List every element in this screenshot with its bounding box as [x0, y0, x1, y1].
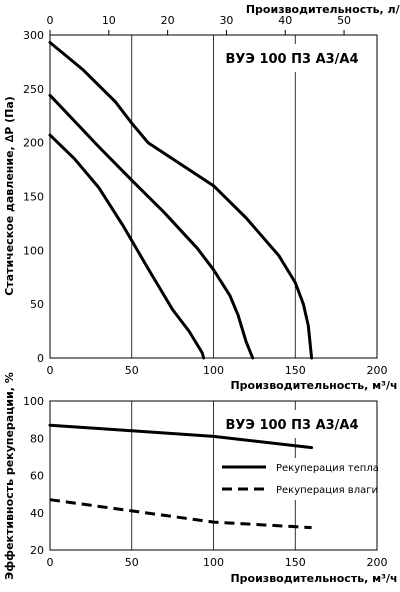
- bottom-series-line-1: [48, 423, 314, 450]
- bottom-y-axis-title: Эффективность рекуперации, %: [3, 372, 16, 580]
- top-y-tick-label: 100: [23, 244, 44, 257]
- bottom-x-tick-label: 200: [367, 556, 388, 569]
- bottom-series-line-2: [49, 498, 312, 530]
- bottom-y-tick-label: 60: [30, 470, 44, 483]
- top-x-tick-label: 150: [285, 364, 306, 377]
- bottom-chart-title: ВУЭ 100 П3 А3/А4: [225, 418, 358, 433]
- top-x2-tick-label: 50: [337, 14, 351, 27]
- top-y-tick-label: 50: [30, 298, 44, 311]
- bottom-x-axis-title: Производительность, м³/ч: [230, 572, 397, 585]
- top-grid: [131, 35, 296, 358]
- efficiency-chart: 20 40 60 80 100 0 50 100 150 200 Эффективность р…: [3, 372, 398, 585]
- bottom-y-tick-label: 20: [30, 544, 44, 557]
- top-y-tick-label: 200: [23, 137, 44, 150]
- top-x2-tick-label: 10: [102, 14, 116, 27]
- top-x-axis-title: Производительность, м³/ч: [230, 379, 397, 392]
- top-chart-title: ВУЭ 100 П3 А3/А4: [225, 52, 358, 67]
- top-y-tick-label: 250: [23, 83, 44, 96]
- bottom-x-tick-label: 100: [203, 556, 224, 569]
- bottom-plot-frame: [49, 400, 378, 551]
- top-y-ticks: 0 50 100 150 200 250 300: [23, 29, 44, 365]
- top-x2-tick-label: 0: [47, 14, 54, 27]
- top-series: [48, 41, 314, 360]
- bottom-y-tick-label: 80: [30, 432, 44, 445]
- top-y-tick-label: 300: [23, 29, 44, 42]
- bottom-y-ticks: 20 40 60 80 100: [23, 395, 44, 557]
- top-x-tick-label: 50: [125, 364, 139, 377]
- top-x2-ticks: 0 10 20 30 40 50: [47, 14, 351, 35]
- bottom-y-tick-label: 100: [23, 395, 44, 408]
- top-y-tick-label: 0: [37, 352, 44, 365]
- top-x2-axis-title: Производительность, л/с: [246, 3, 400, 16]
- legend-heat-label: Рекуперация тепла: [276, 463, 379, 474]
- legend-moisture-label: Рекуперация влаги: [276, 485, 378, 496]
- top-y-tick-label: 150: [23, 191, 44, 204]
- top-plot-frame: [49, 34, 378, 359]
- top-y-axis-title: Статическое давление, ∆Р (Па): [3, 96, 16, 296]
- top-series-line-3: [48, 41, 314, 360]
- top-x-tick-label: 100: [203, 364, 224, 377]
- bottom-x-tick-label: 0: [47, 556, 54, 569]
- top-x-tick-label: 200: [367, 364, 388, 377]
- legend: Рекуперация тепла Рекуперация влаги: [218, 458, 379, 500]
- top-series-line-2: [48, 93, 255, 360]
- top-title-box: [220, 44, 365, 72]
- top-x2-tick-label: 30: [219, 14, 233, 27]
- bottom-x-tick-label: 50: [125, 556, 139, 569]
- top-x-tick-label: 0: [47, 364, 54, 377]
- top-x2-tick-label: 20: [161, 14, 175, 27]
- bottom-x-ticks: 0 50 100 150 200: [47, 556, 388, 569]
- top-x2-tick-label: 40: [278, 14, 292, 27]
- bottom-x-tick-label: 150: [285, 556, 306, 569]
- top-x-ticks: 0 50 100 150 200: [47, 364, 388, 377]
- bottom-series: [48, 423, 314, 530]
- pressure-chart: Производительность, л/с 0 10 20 30 40 50 0 50 1…: [3, 3, 400, 392]
- bottom-y-tick-label: 40: [30, 507, 44, 520]
- legend-box: [218, 458, 370, 500]
- top-series-line-1: [48, 133, 206, 360]
- bottom-title-box: [220, 410, 365, 438]
